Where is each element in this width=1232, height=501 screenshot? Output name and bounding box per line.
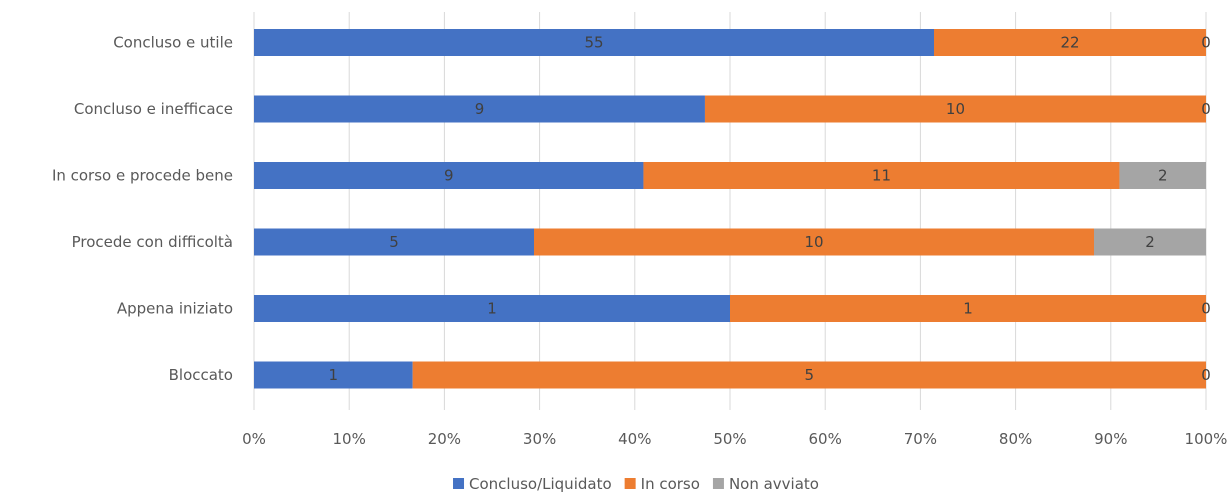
data-label: 55 bbox=[584, 34, 603, 52]
bar-non-avviato-in-corso-e-procede-bene bbox=[1119, 162, 1206, 189]
data-label: 22 bbox=[1060, 34, 1079, 52]
data-label: 10 bbox=[946, 100, 965, 118]
legend-item-in-corso: In corso bbox=[624, 475, 700, 493]
bar-in-corso-appena-iniziato bbox=[730, 295, 1206, 322]
bar-in-corso-procede-con-difficolta bbox=[534, 228, 1094, 256]
x-tick-label: 40% bbox=[618, 430, 651, 448]
bar-concluso-liquidato-appena-iniziato bbox=[254, 295, 730, 322]
legend-label: In corso bbox=[641, 475, 700, 493]
x-tick-label: 70% bbox=[904, 430, 937, 448]
data-label: 5 bbox=[805, 366, 815, 384]
category-label: Appena iniziato bbox=[117, 300, 233, 318]
category-axis: Concluso e utile Concluso e inefficace In … bbox=[52, 34, 233, 385]
category-label: Concluso e utile bbox=[113, 34, 233, 52]
x-tick-label: 90% bbox=[1094, 430, 1127, 448]
x-tick-label: 50% bbox=[713, 430, 746, 448]
data-label: 0 bbox=[1201, 100, 1211, 118]
bar-in-corso-in-corso-e-procede-bene bbox=[643, 162, 1120, 189]
bar-concluso-liquidato-procede-con-difficolta bbox=[254, 228, 534, 256]
category-label: Bloccato bbox=[169, 366, 233, 384]
data-label: 1 bbox=[487, 300, 497, 318]
gridlines bbox=[253, 12, 1207, 410]
x-tick-label: 60% bbox=[809, 430, 842, 448]
data-label: 0 bbox=[1201, 300, 1211, 318]
x-tick-label: 30% bbox=[523, 430, 556, 448]
legend-swatch bbox=[712, 478, 724, 489]
data-label: 0 bbox=[1201, 34, 1211, 52]
x-tick-label: 10% bbox=[333, 430, 366, 448]
x-tick-label: 80% bbox=[999, 430, 1032, 448]
category-label: Procede con difficoltà bbox=[72, 233, 233, 251]
legend-swatch bbox=[453, 478, 465, 489]
data-label: 9 bbox=[475, 100, 485, 118]
bar-concluso-liquidato-bloccato bbox=[254, 361, 413, 389]
x-tick-label: 20% bbox=[428, 430, 461, 448]
legend-label: Concluso/Liquidato bbox=[469, 475, 612, 493]
bar-in-corso-concluso-e-inefficace bbox=[704, 95, 1206, 123]
bar-non-avviato-procede-con-difficolta bbox=[1094, 228, 1206, 256]
bar-concluso-liquidato-concluso-e-inefficace bbox=[254, 95, 705, 123]
bars bbox=[254, 29, 1207, 389]
category-label: Concluso e inefficace bbox=[74, 100, 233, 118]
value-axis: 0% 10% 20% 30% 40% 50% 60% 70% 80% 90% 100% bbox=[242, 430, 1227, 448]
category-label: In corso e procede bene bbox=[52, 167, 233, 185]
data-labels: 55 22 09 10 09 11 25 10 21 1 01 5 0 bbox=[329, 34, 1211, 385]
legend: Concluso/Liquidato In corso Non avviato bbox=[453, 475, 819, 493]
bar-in-corso-bloccato bbox=[412, 361, 1207, 389]
data-label: 1 bbox=[963, 300, 973, 318]
legend-item-concluso-liquidato: Concluso/Liquidato bbox=[453, 475, 612, 493]
x-tick-label: 100% bbox=[1185, 430, 1228, 448]
data-label: 9 bbox=[444, 167, 454, 185]
data-label: 2 bbox=[1158, 167, 1168, 185]
data-label: 10 bbox=[804, 233, 823, 251]
data-label: 5 bbox=[389, 233, 399, 251]
legend-swatch bbox=[624, 478, 636, 489]
legend-label: Non avviato bbox=[729, 475, 819, 493]
bar-in-corso-concluso-e-utile bbox=[934, 29, 1206, 56]
bar-concluso-liquidato-in-corso-e-procede-bene bbox=[254, 162, 644, 189]
x-tick-label: 0% bbox=[242, 430, 266, 448]
data-label: 2 bbox=[1145, 233, 1155, 251]
bar-concluso-liquidato-concluso-e-utile bbox=[254, 29, 934, 56]
data-label: 0 bbox=[1201, 366, 1211, 384]
data-label: 1 bbox=[329, 366, 339, 384]
data-label: 11 bbox=[872, 167, 891, 185]
legend-item-non-avviato: Non avviato bbox=[712, 475, 819, 493]
